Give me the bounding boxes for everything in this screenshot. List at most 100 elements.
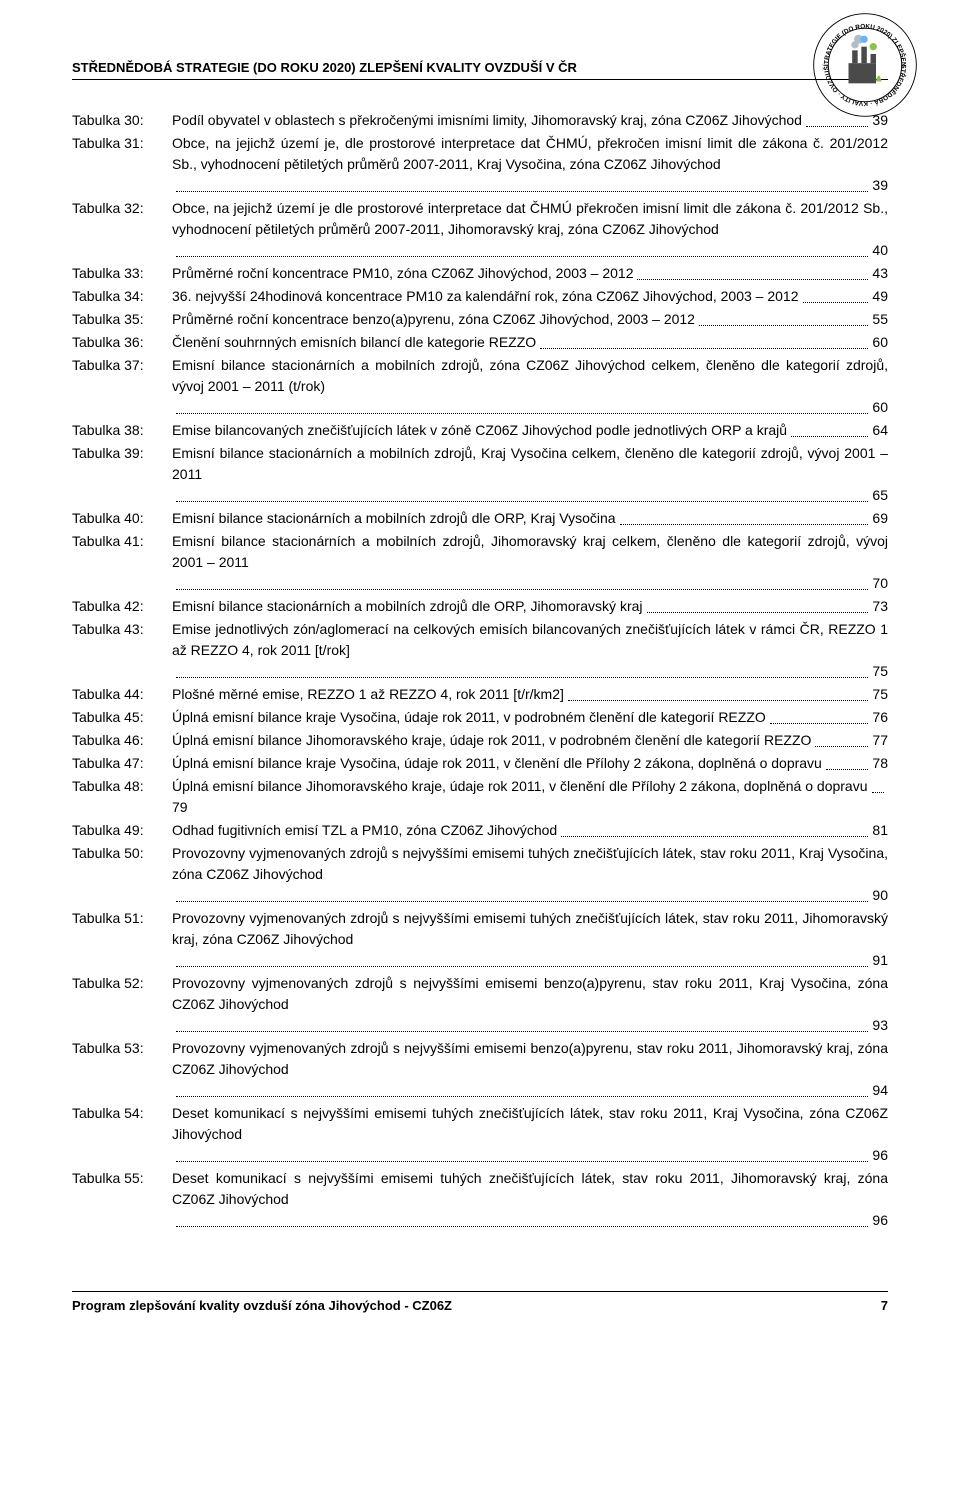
toc-entry: Tabulka 44:Plošné měrné emise, REZZO 1 a… bbox=[72, 684, 888, 705]
toc-leader-dots bbox=[803, 289, 869, 303]
toc-text: Úplná emisní bilance Jihomoravského kraj… bbox=[172, 776, 868, 797]
toc-body: Provozovny vyjmenovaných zdrojů s nejvyš… bbox=[172, 843, 888, 906]
toc-page-number: 73 bbox=[872, 596, 888, 617]
toc-leader-dots bbox=[647, 599, 869, 613]
toc-text: Provozovny vyjmenovaných zdrojů s nejvyš… bbox=[172, 908, 888, 950]
toc-body: Členění souhrnných emisních bilancí dle … bbox=[172, 332, 888, 353]
header-rule bbox=[72, 79, 888, 80]
toc-page-number: 77 bbox=[872, 730, 888, 751]
toc-entry: Tabulka 51:Provozovny vyjmenovaných zdro… bbox=[72, 908, 888, 971]
toc-entry: Tabulka 45:Úplná emisní bilance kraje Vy… bbox=[72, 707, 888, 728]
toc-text: Plošné měrné emise, REZZO 1 až REZZO 4, … bbox=[172, 684, 564, 705]
toc-text: Průměrné roční koncentrace PM10, zóna CZ… bbox=[172, 263, 633, 284]
toc-body: Průměrné roční koncentrace benzo(a)pyren… bbox=[172, 309, 888, 330]
toc-page-number: 69 bbox=[872, 508, 888, 529]
toc-body: Odhad fugitivních emisí TZL a PM10, zóna… bbox=[172, 820, 888, 841]
toc-page-number: 76 bbox=[872, 707, 888, 728]
toc-page-number: 39 bbox=[872, 175, 888, 196]
logo-svg: STRATEGIE (DO ROKU 2020) ZLEPŠENÍ STŘEDN… bbox=[810, 10, 920, 120]
toc-entry: Tabulka 54:Deset komunikací s nejvyššími… bbox=[72, 1103, 888, 1166]
toc-label: Tabulka 55: bbox=[72, 1168, 172, 1189]
toc-label: Tabulka 42: bbox=[72, 596, 172, 617]
toc-leader-dots bbox=[176, 576, 868, 590]
toc-body: Emisní bilance stacionárních a mobilních… bbox=[172, 508, 888, 529]
toc-body: Obce, na jejichž území je, dle prostorov… bbox=[172, 133, 888, 196]
toc-label: Tabulka 41: bbox=[72, 531, 172, 552]
toc-page-number: 43 bbox=[872, 263, 888, 284]
toc-text: Emisní bilance stacionárních a mobilních… bbox=[172, 596, 643, 617]
toc-leader-dots bbox=[637, 266, 868, 280]
toc-leader-dots bbox=[176, 178, 868, 192]
toc-entry: Tabulka 41:Emisní bilance stacionárních … bbox=[72, 531, 888, 594]
toc-page-number: 75 bbox=[872, 661, 888, 682]
toc-text: Deset komunikací s nejvyššími emisemi tu… bbox=[172, 1168, 888, 1210]
toc-label: Tabulka 38: bbox=[72, 420, 172, 441]
toc-leader-dots bbox=[176, 888, 868, 902]
toc-leader-dots bbox=[176, 1148, 868, 1162]
toc-text: Úplná emisní bilance Jihomoravského kraj… bbox=[172, 730, 811, 751]
toc-leader-dots bbox=[826, 756, 869, 770]
toc-text: Úplná emisní bilance kraje Vysočina, úda… bbox=[172, 707, 766, 728]
toc-leader-dots bbox=[699, 312, 868, 326]
toc-entry: Tabulka 37:Emisní bilance stacionárních … bbox=[72, 355, 888, 418]
page-footer: Program zlepšování kvality ovzduší zóna … bbox=[72, 1291, 888, 1313]
toc-label: Tabulka 52: bbox=[72, 973, 172, 994]
toc-leader-dots bbox=[620, 511, 869, 525]
footer-page-number: 7 bbox=[881, 1298, 888, 1313]
toc-body: Podíl obyvatel v oblastech s překročeným… bbox=[172, 110, 888, 131]
toc-entry: Tabulka 36:Členění souhrnných emisních b… bbox=[72, 332, 888, 353]
toc-label: Tabulka 49: bbox=[72, 820, 172, 841]
toc-body: Úplná emisní bilance kraje Vysočina, úda… bbox=[172, 707, 888, 728]
toc-text: Členění souhrnných emisních bilancí dle … bbox=[172, 332, 536, 353]
toc-text: Provozovny vyjmenovaných zdrojů s nejvyš… bbox=[172, 843, 888, 885]
toc-page-number: 75 bbox=[872, 684, 888, 705]
toc-entry: Tabulka 53:Provozovny vyjmenovaných zdro… bbox=[72, 1038, 888, 1101]
toc-text: Obce, na jejichž území je dle prostorové… bbox=[172, 198, 888, 240]
toc-entry: Tabulka 31:Obce, na jejichž území je, dl… bbox=[72, 133, 888, 196]
toc-leader-dots bbox=[176, 243, 868, 257]
toc-label: Tabulka 53: bbox=[72, 1038, 172, 1059]
toc-page-number: 94 bbox=[872, 1080, 888, 1101]
toc-body: Deset komunikací s nejvyššími emisemi tu… bbox=[172, 1103, 888, 1166]
toc-page-number: 96 bbox=[872, 1145, 888, 1166]
toc-entry: Tabulka 50:Provozovny vyjmenovaných zdro… bbox=[72, 843, 888, 906]
toc-body: Emisní bilance stacionárních a mobilních… bbox=[172, 355, 888, 418]
toc-label: Tabulka 30: bbox=[72, 110, 172, 131]
toc-entry: Tabulka 35:Průměrné roční koncentrace be… bbox=[72, 309, 888, 330]
toc-entry: Tabulka 40:Emisní bilance stacionárních … bbox=[72, 508, 888, 529]
toc-text: Deset komunikací s nejvyššími emisemi tu… bbox=[172, 1103, 888, 1145]
toc-entry: Tabulka 49:Odhad fugitivních emisí TZL a… bbox=[72, 820, 888, 841]
toc-entry: Tabulka 46:Úplná emisní bilance Jihomora… bbox=[72, 730, 888, 751]
toc-page-number: 93 bbox=[872, 1015, 888, 1036]
toc-label: Tabulka 45: bbox=[72, 707, 172, 728]
toc-body: Úplná emisní bilance Jihomoravského kraj… bbox=[172, 776, 888, 818]
toc-page-number: 96 bbox=[872, 1210, 888, 1231]
toc-text: Průměrné roční koncentrace benzo(a)pyren… bbox=[172, 309, 695, 330]
toc-text: Podíl obyvatel v oblastech s překročeným… bbox=[172, 110, 802, 131]
footer-left: Program zlepšování kvality ovzduší zóna … bbox=[72, 1298, 452, 1313]
logo-badge: STRATEGIE (DO ROKU 2020) ZLEPŠENÍ STŘEDN… bbox=[810, 10, 920, 120]
toc-label: Tabulka 54: bbox=[72, 1103, 172, 1124]
toc-label: Tabulka 33: bbox=[72, 263, 172, 284]
toc-text: 36. nejvyšší 24hodinová koncentrace PM10… bbox=[172, 286, 799, 307]
toc-leader-dots bbox=[176, 488, 868, 502]
toc-leader-dots bbox=[540, 335, 868, 349]
toc-body: Obce, na jejichž území je dle prostorové… bbox=[172, 198, 888, 261]
toc-text: Provozovny vyjmenovaných zdrojů s nejvyš… bbox=[172, 973, 888, 1015]
toc-entry: Tabulka 47:Úplná emisní bilance kraje Vy… bbox=[72, 753, 888, 774]
toc-leader-dots bbox=[791, 423, 868, 437]
toc-body: Emise jednotlivých zón/aglomerací na cel… bbox=[172, 619, 888, 682]
toc-body: Emisní bilance stacionárních a mobilních… bbox=[172, 443, 888, 506]
toc-entry: Tabulka 39:Emisní bilance stacionárních … bbox=[72, 443, 888, 506]
toc-body: Úplná emisní bilance kraje Vysočina, úda… bbox=[172, 753, 888, 774]
toc-page-number: 55 bbox=[872, 309, 888, 330]
toc-leader-dots bbox=[872, 779, 885, 793]
toc-label: Tabulka 46: bbox=[72, 730, 172, 751]
toc-label: Tabulka 36: bbox=[72, 332, 172, 353]
toc-text: Odhad fugitivních emisí TZL a PM10, zóna… bbox=[172, 820, 557, 841]
toc-text: Emisní bilance stacionárních a mobilních… bbox=[172, 355, 888, 397]
toc-page-number: 78 bbox=[872, 753, 888, 774]
toc-entry: Tabulka 30:Podíl obyvatel v oblastech s … bbox=[72, 110, 888, 131]
toc-page-number: 79 bbox=[172, 797, 188, 818]
toc-body: Úplná emisní bilance Jihomoravského kraj… bbox=[172, 730, 888, 751]
